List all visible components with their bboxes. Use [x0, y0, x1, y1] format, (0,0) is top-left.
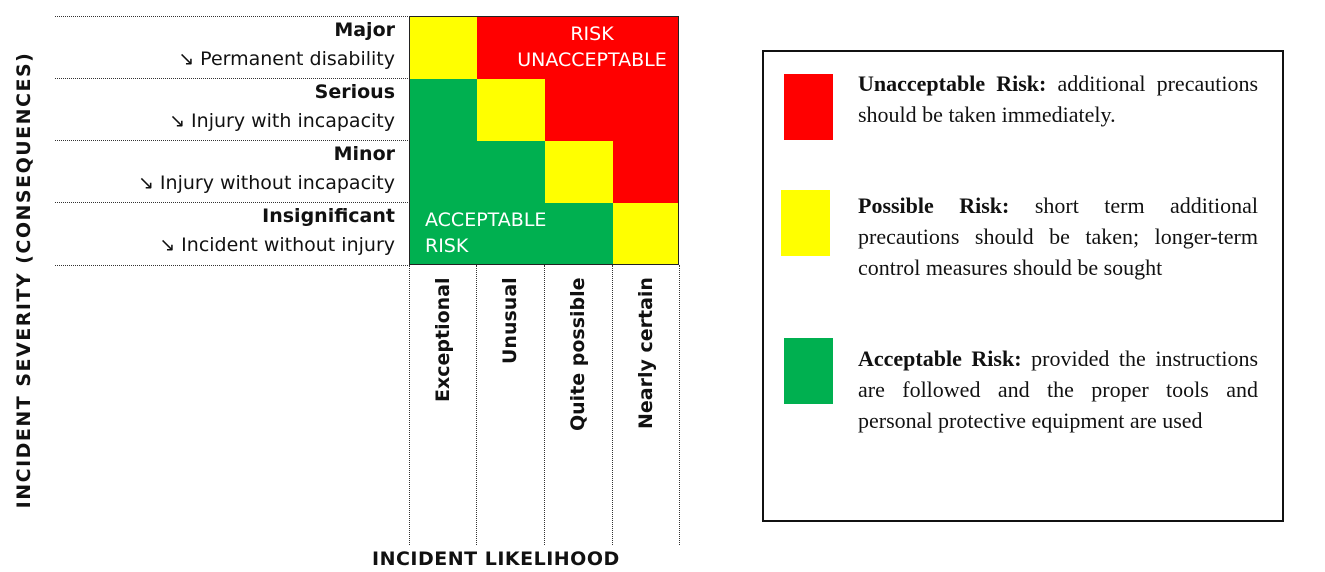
- risk-matrix: RISK UNACCEPTABLE ACCEPTABLE RISK: [409, 16, 679, 265]
- unacceptable-zone-label: RISK UNACCEPTABLE: [506, 21, 678, 73]
- matrix-cell: [545, 17, 613, 79]
- matrix-cell: [545, 79, 613, 141]
- x-axis-title: INCIDENT LIKELIHOOD: [372, 548, 620, 570]
- legend-entry-unacceptable: Unacceptable Risk: additional precaution…: [858, 68, 1258, 130]
- matrix-cell: [477, 203, 545, 264]
- legend-title: Possible Risk:: [858, 193, 1010, 218]
- matrix-cell: [545, 203, 613, 264]
- likelihood-label-nearly-certain: Nearly certain: [612, 265, 679, 465]
- likelihood-label-quite-possible: Quite possible: [544, 265, 612, 465]
- legend-box: [762, 50, 1284, 522]
- matrix-cell: [545, 141, 613, 203]
- legend-text: short term additional precautions should…: [858, 193, 1258, 280]
- zone-label-line: UNACCEPTABLE: [517, 49, 667, 71]
- likelihood-text: Unusual: [499, 277, 521, 364]
- legend-entry-acceptable: Acceptable Risk: provided the instructio…: [858, 343, 1258, 436]
- likelihood-text: Nearly certain: [634, 277, 657, 429]
- matrix-cell: [613, 17, 678, 79]
- severity-description: ↘ Injury with incapacity: [169, 110, 395, 132]
- matrix-cell: [613, 203, 678, 264]
- likelihood-label-unusual: Unusual: [476, 265, 544, 465]
- acceptable-zone-label: ACCEPTABLE RISK: [425, 207, 546, 259]
- zone-label-line: ACCEPTABLE: [425, 209, 547, 231]
- severity-description: ↘ Permanent disability: [178, 48, 395, 70]
- column-divider: [544, 265, 545, 545]
- matrix-cell: [410, 17, 477, 79]
- severity-row-insignificant: Insignificant ↘ Incident without injury: [55, 202, 410, 266]
- severity-description: ↘ Injury without incapacity: [137, 172, 395, 194]
- matrix-cell: [477, 141, 545, 203]
- column-divider: [409, 265, 410, 545]
- legend-swatch-unacceptable: [784, 74, 833, 140]
- column-divider: [476, 265, 477, 545]
- matrix-cell: [613, 141, 678, 203]
- matrix-cell: [410, 203, 477, 264]
- matrix-cell: [613, 79, 678, 141]
- legend-title: Acceptable Risk:: [858, 346, 1022, 371]
- zone-label-line: RISK: [570, 23, 614, 45]
- column-divider: [679, 265, 680, 545]
- severity-row-serious: Serious ↘ Injury with incapacity: [55, 78, 410, 141]
- matrix-cell: [477, 79, 545, 141]
- severity-name: Serious: [314, 81, 395, 103]
- legend-swatch-possible: [781, 190, 830, 256]
- severity-name: Minor: [333, 143, 395, 165]
- severity-row-minor: Minor ↘ Injury without incapacity: [55, 140, 410, 203]
- legend-text: provided the instructions are followed a…: [858, 346, 1259, 433]
- matrix-cell: [410, 79, 477, 141]
- column-divider: [612, 265, 613, 545]
- matrix-cell: [477, 17, 545, 79]
- legend-entry-possible: Possible Risk: short term additional pre…: [858, 190, 1258, 283]
- severity-description: ↘ Incident without injury: [159, 234, 395, 256]
- severity-name: Major: [334, 19, 395, 41]
- likelihood-text: Exceptional: [431, 277, 454, 403]
- severity-bottom-divider: [55, 265, 410, 266]
- likelihood-label-exceptional: Exceptional: [409, 265, 476, 465]
- matrix-cell: [410, 141, 477, 203]
- severity-row-major: Major ↘ Permanent disability: [55, 16, 410, 79]
- likelihood-text: Quite possible: [567, 277, 589, 431]
- legend-swatch-acceptable: [784, 338, 833, 404]
- legend-text: additional precautions should be taken i…: [858, 71, 1259, 127]
- legend-title: Unacceptable Risk:: [858, 71, 1047, 96]
- severity-name: Insignificant: [262, 205, 395, 227]
- zone-label-line: RISK: [425, 235, 469, 257]
